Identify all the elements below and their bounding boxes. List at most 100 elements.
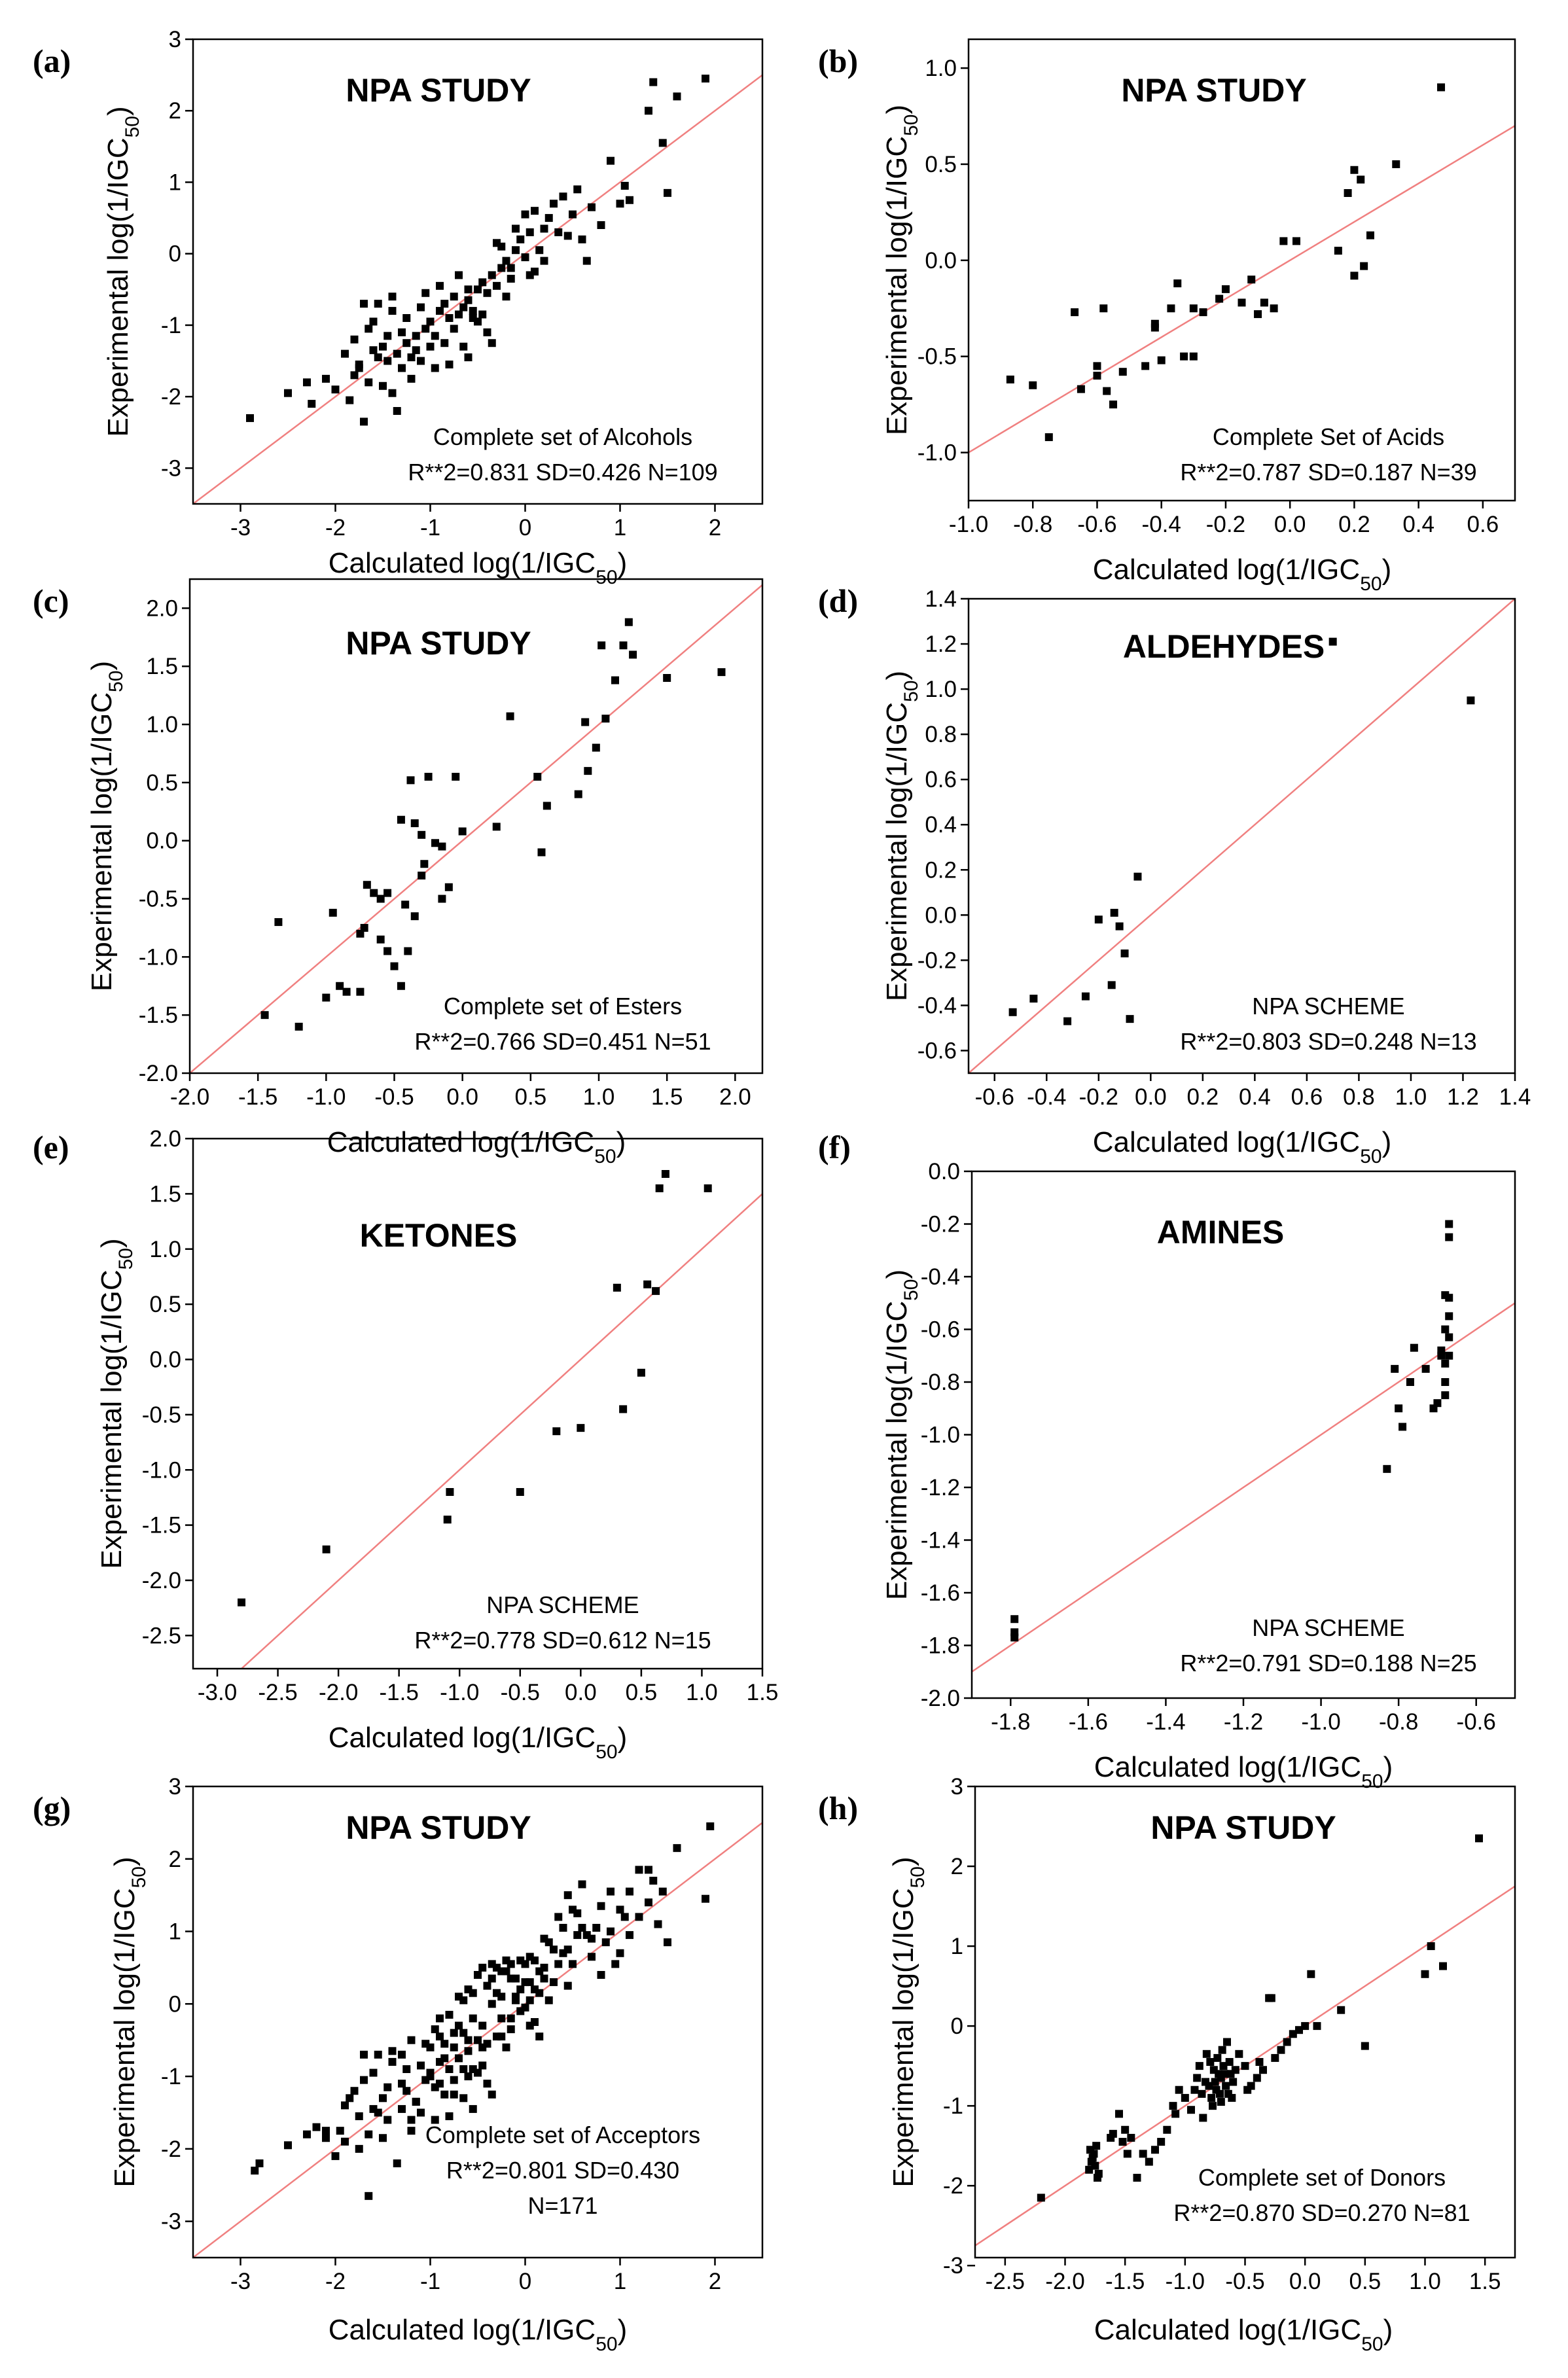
panel-label: (g) xyxy=(33,1790,71,1826)
data-point xyxy=(601,1938,610,1947)
x-tick-label: -1.2 xyxy=(1224,1709,1263,1735)
data-point xyxy=(1383,1464,1391,1473)
data-point xyxy=(1439,1962,1447,1970)
data-point xyxy=(1350,272,1359,280)
data-point xyxy=(440,2090,449,2099)
data-point xyxy=(1189,304,1198,313)
data-point xyxy=(535,246,544,255)
data-point xyxy=(658,139,667,147)
data-point xyxy=(464,285,472,294)
x-tick-label: -1.0 xyxy=(949,512,988,537)
data-point xyxy=(374,353,382,362)
data-point xyxy=(397,982,405,990)
stats-annotation: NPA SCHEME xyxy=(1252,1614,1404,1641)
x-tick-label: 0.0 xyxy=(1135,1084,1167,1110)
stats-annotation: Complete set of Esters xyxy=(444,993,682,1020)
chart-title: NPA STUDY xyxy=(1121,72,1306,109)
data-point xyxy=(706,1822,715,1830)
data-point xyxy=(645,107,652,115)
data-point xyxy=(1103,387,1111,395)
data-point xyxy=(611,1960,620,1968)
x-tick-label: 1.5 xyxy=(1469,2269,1501,2294)
data-point xyxy=(431,2025,439,2034)
y-tick-label: -2 xyxy=(943,2173,963,2199)
stats-annotation: Complete set of Alcohols xyxy=(433,423,692,450)
y-tick-label: -1.4 xyxy=(921,1528,960,1553)
data-point xyxy=(1107,2133,1115,2142)
y-tick-label: -1.5 xyxy=(139,1003,178,1028)
data-point xyxy=(1427,1942,1435,1951)
y-tick-label: -0.6 xyxy=(918,1038,957,1063)
data-point xyxy=(1099,304,1108,313)
data-point xyxy=(616,1906,624,1914)
data-point xyxy=(303,2130,311,2138)
y-tick-label: -2.0 xyxy=(142,1568,181,1593)
fit-line xyxy=(969,125,1515,453)
data-point xyxy=(1081,992,1090,1001)
data-point xyxy=(421,325,430,333)
data-point xyxy=(464,353,472,362)
data-point xyxy=(322,2134,330,2142)
data-point xyxy=(577,1424,585,1432)
y-tick-label: 1.0 xyxy=(146,712,178,737)
data-point xyxy=(407,2116,416,2124)
data-point xyxy=(418,872,426,879)
data-point xyxy=(516,1956,525,1964)
data-point xyxy=(1238,298,1246,307)
y-tick-label: -0.5 xyxy=(139,887,178,912)
data-point xyxy=(431,332,439,340)
data-point xyxy=(629,650,637,659)
data-point xyxy=(401,900,410,909)
data-point xyxy=(645,1866,652,1874)
y-axis-label: Experimental log(1/IGC50) xyxy=(102,106,143,436)
data-point xyxy=(1218,2046,1226,2054)
x-tick-label: -0.2 xyxy=(1206,512,1245,537)
stats-annotation: R**2=0.870 SD=0.270 N=81 xyxy=(1173,2199,1470,2226)
data-point xyxy=(322,374,330,383)
data-point xyxy=(469,2104,477,2113)
data-point xyxy=(444,883,453,891)
data-point xyxy=(673,1844,681,1853)
y-tick-label: 0 xyxy=(169,241,181,267)
data-point xyxy=(563,232,572,240)
data-point xyxy=(374,300,382,308)
y-tick-label: 0.5 xyxy=(149,1292,181,1317)
data-point xyxy=(407,353,416,362)
y-tick-label: 1.0 xyxy=(149,1237,181,1262)
data-point xyxy=(450,325,458,333)
data-point xyxy=(1247,2082,1255,2090)
data-point xyxy=(365,2192,373,2200)
panel-label: (d) xyxy=(818,582,858,619)
data-point xyxy=(464,2072,472,2081)
plot-frame xyxy=(192,1137,764,1670)
x-tick-label: 0.0 xyxy=(1274,512,1306,537)
y-tick-label: -2 xyxy=(161,384,181,410)
y-tick-label: -1.0 xyxy=(918,440,957,466)
data-point xyxy=(363,881,371,889)
data-point xyxy=(1029,995,1038,1003)
y-axis-label: Experimental log(1/IGC50) xyxy=(881,105,922,435)
data-point xyxy=(526,1953,534,1961)
data-point xyxy=(521,210,529,219)
y-tick-label: 0.6 xyxy=(925,767,957,792)
chart-title: NPA STUDY xyxy=(346,625,531,662)
data-point xyxy=(438,895,446,903)
data-point xyxy=(497,1967,506,1976)
data-point xyxy=(1115,2110,1123,2118)
data-point xyxy=(464,2047,472,2055)
data-point xyxy=(663,674,671,682)
x-tick-label: -0.8 xyxy=(1379,1709,1418,1735)
data-point xyxy=(1088,2154,1097,2162)
y-tick-label: -1.0 xyxy=(921,1423,960,1448)
data-point xyxy=(369,2068,378,2077)
data-point xyxy=(342,987,351,996)
data-point xyxy=(355,361,363,368)
stats-annotation: Complete set of Acceptors xyxy=(425,2121,700,2148)
data-point xyxy=(626,1887,633,1896)
data-point xyxy=(398,328,406,336)
data-point xyxy=(588,1953,596,1961)
data-point xyxy=(1010,1615,1019,1624)
data-point xyxy=(559,1924,567,1932)
x-axis-label: Calculated log(1/IGC50) xyxy=(329,2314,627,2355)
x-tick-label: 0.0 xyxy=(565,1680,597,1705)
